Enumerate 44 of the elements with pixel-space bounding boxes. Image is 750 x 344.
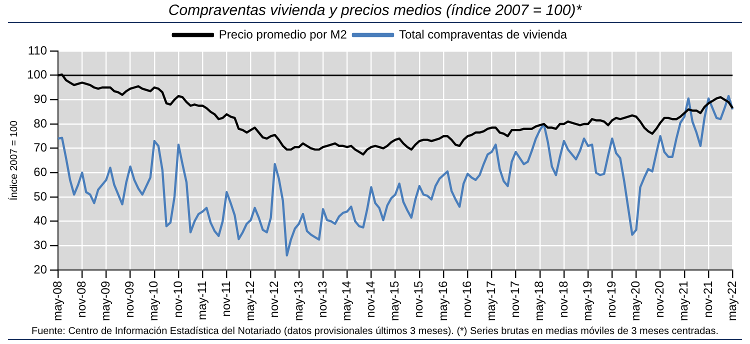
x-tick-label: nov-18 [556, 280, 570, 318]
x-tick-label: nov-12 [267, 280, 282, 318]
x-tick-label: nov-16 [460, 280, 474, 318]
x-tick-label: nov-15 [412, 280, 426, 318]
x-tick-label: may-09 [98, 280, 113, 321]
legend-label: Precio promedio por M2 [218, 27, 348, 42]
y-tick-label: 20 [34, 262, 48, 276]
x-tick-label: nov-13 [315, 280, 330, 318]
x-tick-label: may-13 [291, 280, 306, 321]
y-axis-title: Índice 2007 = 100 [8, 120, 20, 200]
x-tick-label: nov-20 [652, 280, 667, 318]
x-tick-label: may-20 [628, 280, 643, 321]
x-tick-label: may-12 [243, 280, 258, 321]
x-tick-label: may-19 [580, 280, 594, 321]
y-tick-label: 90 [34, 92, 48, 106]
y-tick-label: 30 [34, 238, 48, 252]
y-tick-label: 40 [34, 214, 48, 228]
y-tick-label: 70 [34, 140, 48, 155]
x-tick-label: may-10 [146, 280, 161, 321]
x-tick-label: nov-19 [604, 280, 618, 318]
x-tick-label: may-21 [676, 280, 691, 321]
x-tick-label: may-08 [50, 280, 64, 321]
x-tick-label: may-17 [484, 280, 498, 321]
y-tick-label: 60 [34, 164, 48, 179]
x-tick-label: may-16 [436, 280, 450, 321]
chart-title: Compraventas vivienda y precios medios (índice 2007 = 100)* [8, 0, 742, 23]
x-tick-label: may-11 [194, 280, 209, 320]
y-tick-label: 100 [26, 68, 48, 82]
x-tick-label: nov-11 [218, 280, 233, 317]
legend-label: Total compraventas de vivienda [398, 27, 568, 42]
x-tick-label: may-15 [388, 280, 402, 321]
x-tick-label: nov-14 [364, 280, 378, 318]
x-tick-label: nov-10 [170, 280, 185, 318]
x-tick-label: nov-17 [508, 280, 522, 318]
x-tick-label: nov-21 [700, 280, 715, 318]
x-tick-label: nov-08 [74, 280, 88, 318]
y-tick-label: 50 [34, 189, 48, 204]
y-tick-label: 110 [28, 43, 48, 58]
y-tick-label: 80 [34, 116, 48, 130]
x-tick-label: may-22 [724, 280, 739, 321]
source-note: Fuente: Centro de Información Estadística del Notariado (datos provisionales últimos 3 meses). (*) Series brutas en medias móviles de 3 meses centradas. [8, 326, 742, 340]
x-tick-label: nov-09 [122, 280, 137, 318]
x-tick-label: may-14 [339, 280, 354, 321]
x-tick-label: may-18 [532, 280, 546, 321]
